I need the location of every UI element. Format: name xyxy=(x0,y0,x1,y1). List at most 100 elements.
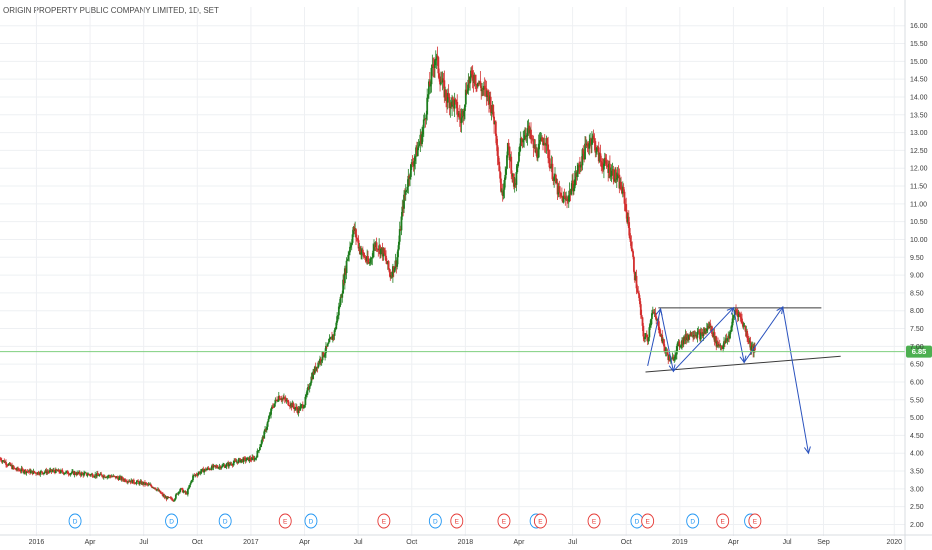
candle-body xyxy=(237,459,240,464)
candle-body xyxy=(680,345,683,347)
candle-body xyxy=(624,203,627,205)
candle-body xyxy=(230,463,233,465)
candle-body xyxy=(39,471,42,475)
candle-body xyxy=(499,171,502,179)
price-tick-label: 8.00 xyxy=(910,308,924,315)
candle-body xyxy=(524,135,526,140)
candle-body xyxy=(216,466,218,468)
events: DDDEDEDEEDEEDEDEDE xyxy=(68,513,762,529)
candle-body xyxy=(134,483,137,485)
candle-body xyxy=(268,415,271,419)
candle-body xyxy=(53,470,55,472)
candle-body xyxy=(9,463,12,466)
candle-body xyxy=(105,477,108,479)
candle-body xyxy=(604,157,607,161)
candle-body xyxy=(409,176,411,179)
candle-body xyxy=(347,254,350,260)
candle-body xyxy=(685,334,688,341)
candle-body xyxy=(429,84,432,87)
candle-body xyxy=(453,99,456,109)
candle-body xyxy=(60,470,62,473)
candle-body xyxy=(430,67,433,85)
candle-body xyxy=(528,125,531,134)
candle-body xyxy=(187,487,190,490)
candle-body xyxy=(578,165,580,166)
candle-body xyxy=(642,325,645,337)
candle-body xyxy=(372,250,375,258)
candle-body xyxy=(162,493,164,497)
candle-body xyxy=(295,406,298,410)
candle-body xyxy=(647,337,650,342)
candle-body xyxy=(475,84,477,85)
price-tick-label: 12.00 xyxy=(910,166,928,173)
dividend-event-marker xyxy=(428,513,442,529)
candle-body xyxy=(260,440,263,445)
candle-body xyxy=(196,475,199,476)
price-axis[interactable]: 16.00 15.50 15.00 14.50 14.00 13.50 13.00 12.50… xyxy=(904,0,928,550)
candle-body xyxy=(121,477,124,480)
candle-body xyxy=(337,306,340,316)
candle-body xyxy=(359,247,362,255)
drawings xyxy=(645,305,841,455)
candle-body xyxy=(627,216,630,228)
time-axis[interactable]: 2016 Apr Jul Oct 2017 Apr Jul Oct 2018 Apr Jul Oct 2… xyxy=(0,534,932,546)
candle-body xyxy=(138,481,141,485)
candle-body xyxy=(750,346,753,350)
candle-body xyxy=(518,146,521,153)
candle-body xyxy=(676,342,679,347)
candle-body xyxy=(405,189,408,191)
candle-body xyxy=(362,252,365,257)
candle-body xyxy=(387,261,390,269)
candle-body xyxy=(464,89,467,105)
candle-body xyxy=(263,431,266,439)
candle-body xyxy=(300,405,302,407)
candle-body xyxy=(548,158,551,169)
candle-body xyxy=(404,190,407,195)
candle-body xyxy=(570,188,573,195)
candle-body xyxy=(572,188,575,192)
candle-body xyxy=(124,479,127,482)
candle-body xyxy=(1,460,4,462)
time-tick-label: Apr xyxy=(299,539,311,546)
candle-body xyxy=(7,463,10,466)
candle-body xyxy=(500,178,502,192)
candle-body xyxy=(154,487,157,490)
triangle-lower-line xyxy=(645,355,841,373)
candle-body xyxy=(503,179,506,190)
price-tick-label: 7.50 xyxy=(910,326,924,333)
candle-body xyxy=(434,60,436,68)
candle-body xyxy=(385,255,387,261)
projection-zigzag xyxy=(647,305,809,454)
candle-body xyxy=(193,475,196,476)
candle-body xyxy=(287,400,290,406)
candle-body xyxy=(663,339,665,347)
candle-body xyxy=(13,467,16,469)
candle-body xyxy=(346,259,349,261)
candle-body xyxy=(717,341,719,345)
candle-body xyxy=(46,471,49,474)
candle-body xyxy=(425,114,428,120)
candle-body xyxy=(690,332,693,337)
candle-body xyxy=(397,249,399,258)
grid xyxy=(0,7,905,536)
candle-body xyxy=(705,328,708,332)
candle-body xyxy=(306,390,308,396)
candle-body xyxy=(27,471,30,473)
candle-body xyxy=(253,458,256,461)
current-price-line-group: 6.85 xyxy=(0,345,932,358)
candle-body xyxy=(267,418,270,422)
candle-body xyxy=(349,245,352,247)
candle-body xyxy=(649,325,652,328)
candle-body xyxy=(343,268,346,284)
candle-body xyxy=(62,472,65,474)
candle-body xyxy=(427,94,429,98)
candle-body xyxy=(3,460,6,463)
candle-body xyxy=(560,195,563,197)
candle-body xyxy=(317,362,320,368)
candle-body xyxy=(530,129,532,139)
candle-body xyxy=(393,268,396,273)
candle-body xyxy=(111,476,114,478)
candle-body xyxy=(88,473,91,475)
candle-body xyxy=(232,462,235,466)
